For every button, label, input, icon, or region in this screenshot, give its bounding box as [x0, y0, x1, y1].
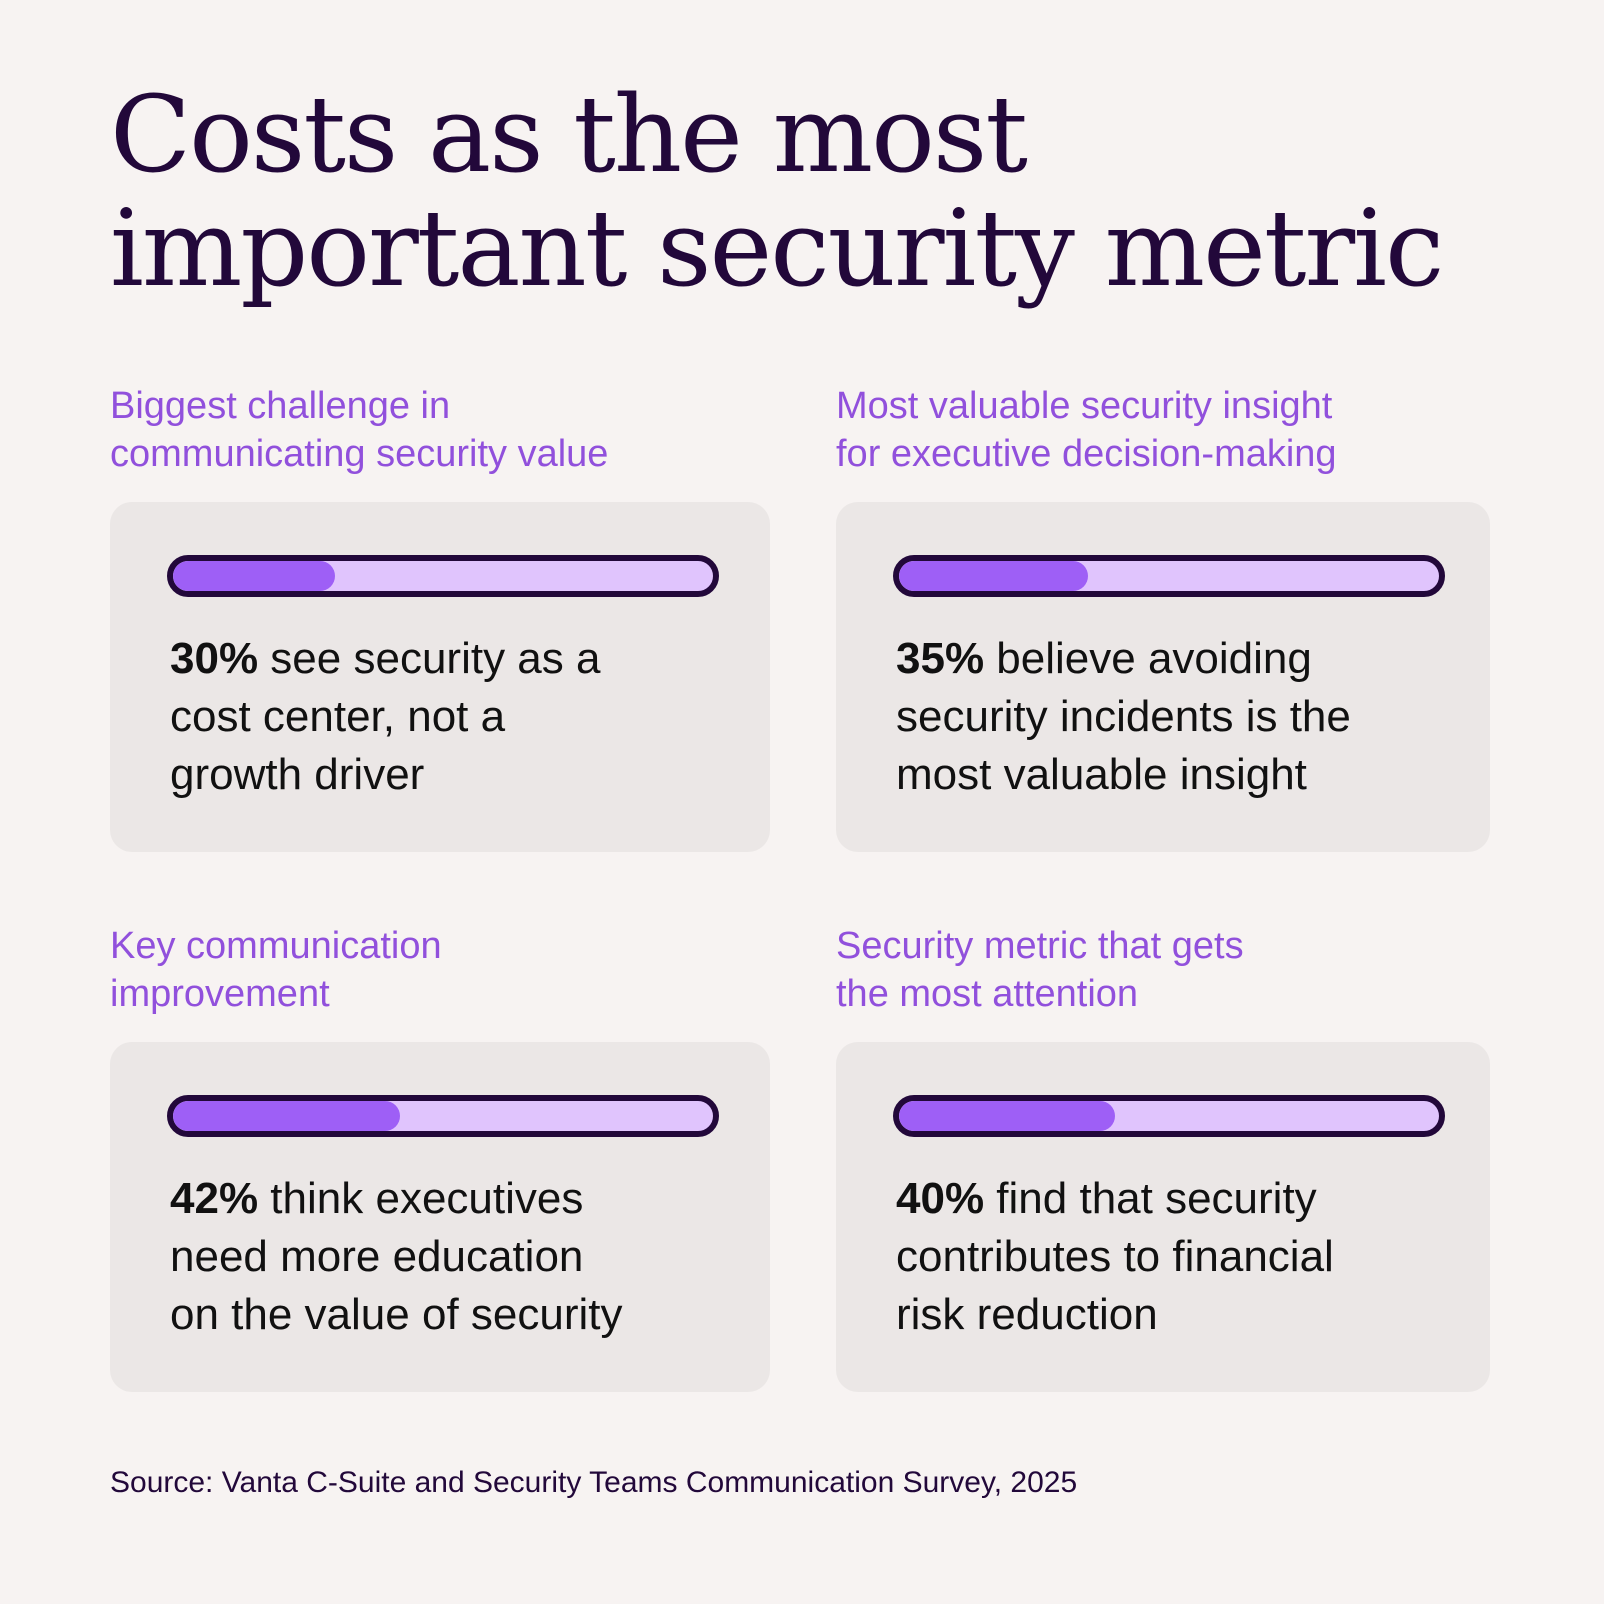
title-line: important security metric	[110, 187, 1444, 310]
progress-bar	[893, 1095, 1445, 1137]
source-note: Source: Vanta C-Suite and Security Teams…	[110, 1466, 1078, 1499]
stat-statement: 35% believe avoiding security incidents …	[896, 630, 1351, 804]
panel-heading: Key communication improvement	[110, 922, 442, 1018]
panel-heading: Biggest challenge in communicating securi…	[110, 382, 608, 478]
stat-text: most valuable insight	[896, 750, 1307, 799]
progress-bar	[167, 1095, 719, 1137]
heading-line: Biggest challenge in	[110, 385, 451, 427]
heading-line: communicating security value	[110, 433, 609, 475]
stat-text: contributes to financial	[896, 1232, 1334, 1281]
stat-card: 42% think executives need more education…	[110, 1042, 770, 1392]
heading-line: for executive decision-making	[836, 433, 1337, 475]
stat-statement: 40% find that security contributes to fi…	[896, 1170, 1334, 1344]
stat-percent: 40%	[896, 1174, 985, 1223]
page-title: Costs as the most important security met…	[110, 73, 1444, 310]
stat-card: 30% see security as a cost center, not a…	[110, 502, 770, 852]
stat-text: think executives	[258, 1174, 584, 1223]
stat-text: find that security	[984, 1174, 1317, 1223]
stat-statement: 30% see security as a cost center, not a…	[170, 630, 600, 804]
panel-heading: Most valuable security insight for execut…	[836, 382, 1337, 478]
progress-bar	[167, 555, 719, 597]
heading-line: Most valuable security insight	[836, 385, 1333, 427]
heading-line: Key communication	[110, 925, 442, 967]
stat-text: security incidents is the	[896, 692, 1351, 741]
stat-text: growth driver	[170, 750, 425, 799]
stat-text: risk reduction	[896, 1290, 1158, 1339]
stat-percent: 35%	[896, 634, 985, 683]
stat-text: need more education	[170, 1232, 584, 1281]
stat-percent: 42%	[170, 1174, 259, 1223]
progress-fill	[173, 1101, 400, 1131]
panel-heading: Security metric that gets the most attent…	[836, 922, 1244, 1018]
progress-fill	[173, 561, 335, 591]
stat-card: 40% find that security contributes to fi…	[836, 1042, 1490, 1392]
heading-line: Security metric that gets	[836, 925, 1244, 967]
stat-percent: 30%	[170, 634, 259, 683]
progress-fill	[899, 1101, 1115, 1131]
progress-bar	[893, 555, 1445, 597]
stat-text: cost center, not a	[170, 692, 506, 741]
title-line: Costs as the most	[110, 73, 1028, 196]
stat-statement: 42% think executives need more education…	[170, 1170, 622, 1344]
progress-fill	[899, 561, 1088, 591]
heading-line: improvement	[110, 973, 330, 1015]
stat-text: see security as a	[258, 634, 601, 683]
heading-line: the most attention	[836, 973, 1139, 1015]
stat-text: believe avoiding	[984, 634, 1312, 683]
stat-card: 35% believe avoiding security incidents …	[836, 502, 1490, 852]
stat-text: on the value of security	[170, 1290, 623, 1339]
